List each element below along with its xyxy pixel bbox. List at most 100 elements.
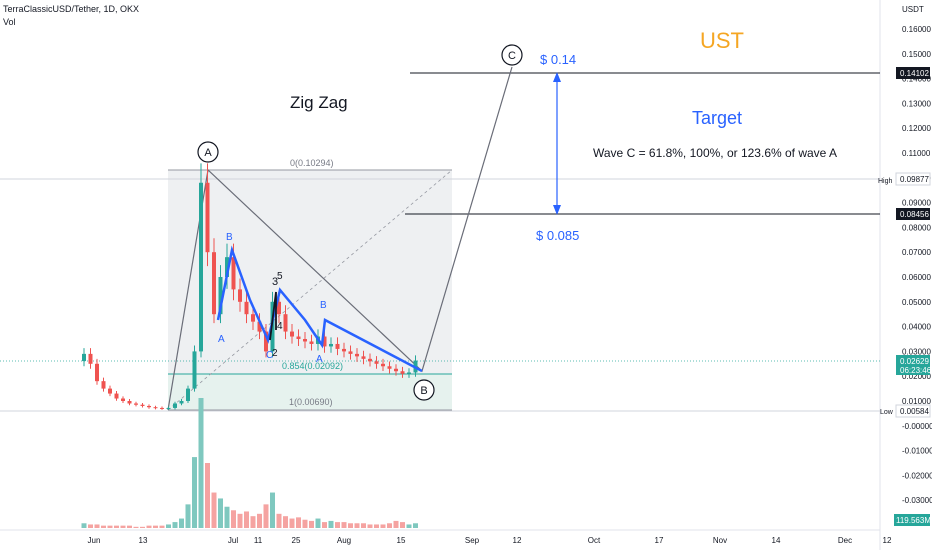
axis-currency: USDT — [902, 5, 924, 14]
date-tick-label: 12 — [513, 536, 522, 545]
volume-bar — [81, 523, 87, 528]
date-tick-label: Sep — [465, 536, 480, 545]
time-axis[interactable]: Jun 13 Jul 11 25 Aug 15 Sep 12 Oct 17 Nov 14 Dec 12 — [88, 536, 892, 545]
volume-bar — [263, 504, 269, 528]
volume-bar — [166, 524, 171, 528]
ust-title: UST — [700, 28, 744, 53]
target-arrow-top — [553, 72, 561, 82]
wave-a1-label: A — [218, 334, 225, 345]
volume-bar — [341, 522, 347, 528]
candle-body — [303, 339, 307, 342]
fib-diagonal — [167, 169, 453, 411]
price-tick-label: 0.14000 — [902, 75, 931, 84]
candle-body — [179, 401, 184, 404]
wave-path — [216, 245, 423, 373]
candle-body — [212, 252, 216, 315]
volume-bar — [270, 492, 275, 528]
wave-2-label: 2 — [272, 348, 278, 359]
price-tick-label: 0.03000 — [902, 347, 931, 356]
volume-bar — [114, 525, 119, 528]
candle-body — [121, 398, 125, 401]
support-price-box — [896, 208, 930, 220]
price-tick-label: -0.03000 — [902, 496, 932, 505]
volume-bar — [380, 524, 386, 528]
circle-c-label: C — [508, 50, 516, 62]
candle-body — [264, 331, 268, 352]
candle-body — [231, 257, 236, 290]
target-price-box — [896, 67, 930, 79]
candle-body — [101, 381, 106, 389]
date-tick-label: Aug — [337, 536, 351, 545]
fib-box-lower — [168, 374, 452, 410]
price-tick-label: -0.00000 — [902, 422, 932, 431]
wave-c1-label: C — [266, 350, 273, 361]
volume-bar — [276, 513, 282, 528]
volume-bar — [205, 463, 210, 528]
price-tick-label: 0.05000 — [902, 298, 931, 307]
volume-bar — [322, 522, 327, 528]
candle-body — [192, 351, 197, 389]
date-tick-label: 14 — [772, 536, 781, 545]
price-tick-label: 0.06000 — [902, 273, 931, 282]
price-tick-label: 0.13000 — [902, 99, 931, 108]
high-price-box — [895, 172, 931, 186]
candle-body — [277, 301, 281, 315]
volume-bar — [133, 526, 139, 528]
wave-impulse — [269, 291, 277, 341]
candle-body — [127, 401, 132, 404]
low-price-text: 0.00584 — [900, 407, 929, 416]
volume-value-text: 119.563M — [896, 516, 931, 525]
volume-value-box — [894, 514, 930, 526]
price-tick-label: 0.09000 — [902, 199, 931, 208]
candle-body — [95, 363, 99, 382]
volume-bar — [406, 524, 412, 528]
candle-body — [342, 348, 346, 352]
volume-bar — [237, 513, 243, 528]
date-tick-label: 11 — [254, 536, 263, 545]
current-price-text: 0.02629 — [900, 357, 929, 366]
volume-bar — [302, 519, 308, 528]
fib-mid-label: 0.854(0.02092) — [282, 361, 343, 371]
candle-body — [173, 403, 177, 408]
volume-bar — [296, 517, 301, 528]
volume-bar — [94, 524, 100, 528]
price-axis[interactable]: 0.16000 0.15000 0.14000 0.13000 0.12000 0.110… — [902, 25, 932, 505]
candle-body — [322, 336, 327, 347]
candle-body — [147, 405, 151, 408]
volume-bar — [198, 398, 204, 528]
candle-body — [88, 353, 93, 364]
low-price-box — [895, 404, 931, 418]
price-bottom-label: $ 0.085 — [536, 228, 579, 243]
volume-bar — [231, 510, 236, 528]
wave-a2-label: A — [316, 354, 323, 365]
wave-a-circle — [197, 141, 219, 163]
volume-bar — [146, 525, 152, 528]
candle-body — [199, 182, 203, 352]
chart-header: TerraClassicUSD/Tether, 1D, OKX Vol — [3, 3, 139, 29]
volume-bar — [387, 523, 392, 528]
candle-body — [134, 403, 138, 405]
symbol-line[interactable]: TerraClassicUSD/Tether, 1D, OKX — [3, 4, 140, 14]
candle-body — [361, 356, 366, 359]
volume-bars — [81, 398, 418, 528]
date-tick-label: Dec — [838, 536, 852, 545]
volume-bar — [120, 525, 126, 528]
candle-body — [355, 353, 359, 357]
fib-top-label: 0(0.10294) — [290, 158, 334, 168]
volume-bar — [309, 520, 314, 528]
date-tick-label: 25 — [292, 536, 301, 545]
candle-body — [335, 343, 340, 349]
volume-label[interactable]: Vol — [3, 17, 16, 27]
volume-bar — [159, 525, 165, 528]
candle-body — [283, 314, 288, 332]
candle-body — [329, 343, 333, 347]
candle-body — [394, 368, 398, 372]
price-tick-label: 0.01000 — [902, 397, 931, 406]
candle-body — [108, 388, 112, 394]
target-title: Target — [692, 108, 742, 128]
candle-body — [387, 366, 392, 369]
candle-body — [407, 372, 411, 374]
candle-body — [400, 371, 405, 374]
volume-bar — [101, 525, 106, 528]
